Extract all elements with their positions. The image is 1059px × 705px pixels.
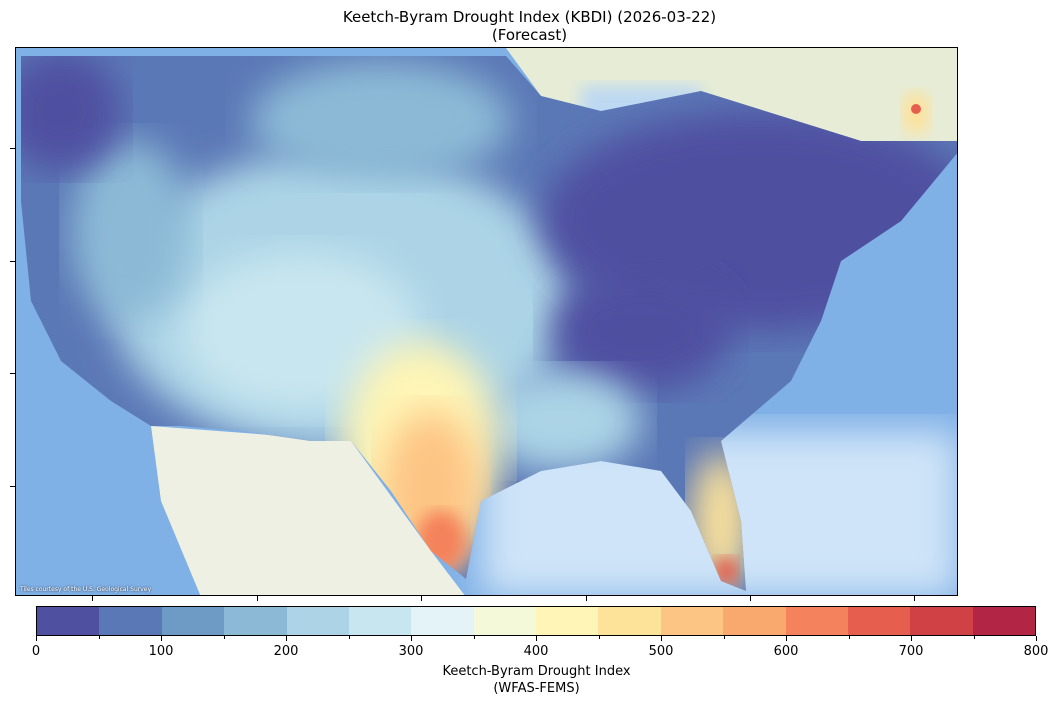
y-tick (10, 261, 15, 262)
x-tick (257, 596, 258, 601)
colorbar-bin (99, 607, 162, 635)
colorbar-bin (598, 607, 661, 635)
x-tick (914, 596, 915, 601)
colorbar-tick-label: 300 (398, 644, 424, 659)
colorbar-bin (411, 607, 474, 635)
colorbar-tick (411, 636, 412, 641)
colorbar-tick (973, 636, 975, 639)
colorbar-bin (473, 607, 536, 635)
colorbar-label: Keetch-Byram Drought Index (442, 664, 631, 679)
colorbar-bin (161, 607, 225, 635)
colorbar-tick-label: 200 (273, 644, 299, 659)
colorbar-tick (661, 636, 662, 641)
colorbar-bin (723, 607, 786, 635)
colorbar-tick-label: 700 (898, 644, 924, 659)
colorbar-bin (224, 607, 287, 635)
colorbar-tick-label: 400 (523, 644, 549, 659)
y-tick (10, 486, 15, 487)
colorbar-tick (848, 636, 850, 639)
colorbar-tick (598, 636, 600, 639)
colorbar-tick (723, 636, 725, 639)
x-tick (750, 596, 751, 601)
x-tick (586, 596, 587, 601)
colorbar-tick (786, 636, 787, 641)
attribution: Tiles courtesy of the U.S. Geological Su… (20, 586, 152, 593)
colorbar-tick-label: 0 (31, 644, 41, 659)
colorbar-sublabel: (WFAS-FEMS) (493, 681, 580, 696)
colorbar-tick (911, 636, 912, 641)
colorbar-bin (348, 607, 412, 635)
colorbar-bin (37, 607, 100, 635)
canada (506, 48, 957, 141)
colorbar-tick (473, 636, 475, 639)
y-tick (10, 148, 15, 149)
colorbar-tick-label: 600 (773, 644, 799, 659)
colorbar-tick (1036, 636, 1037, 641)
map-svg (16, 48, 957, 595)
colorbar (36, 606, 1036, 636)
colorbar-tick (223, 636, 225, 639)
colorbar-tick (161, 636, 162, 641)
chart-title: Keetch-Byram Drought Index (KBDI) (2026-… (342, 8, 717, 26)
colorbar-bin (286, 607, 349, 635)
colorbar-tick (286, 636, 287, 641)
colorbar-tick-label: 800 (1023, 644, 1049, 659)
colorbar-bin (536, 607, 599, 635)
colorbar-bin (972, 607, 1035, 635)
x-tick (421, 596, 422, 601)
mexico (151, 426, 465, 595)
x-tick (92, 596, 93, 601)
colorbar-bin (660, 607, 724, 635)
chart-subtitle: (Forecast) (491, 26, 568, 44)
colorbar-tick-label: 500 (648, 644, 674, 659)
colorbar-tick (36, 636, 37, 641)
colorbar-tick-label: 100 (148, 644, 174, 659)
colorbar-tick (536, 636, 537, 641)
colorbar-tick (98, 636, 100, 639)
colorbar-bin (847, 607, 911, 635)
kbdi-map[interactable]: Tiles courtesy of the U.S. Geological Su… (15, 47, 958, 596)
y-tick (10, 373, 15, 374)
colorbar-tick (348, 636, 350, 639)
colorbar-bin (785, 607, 848, 635)
colorbar-bin (910, 607, 973, 635)
